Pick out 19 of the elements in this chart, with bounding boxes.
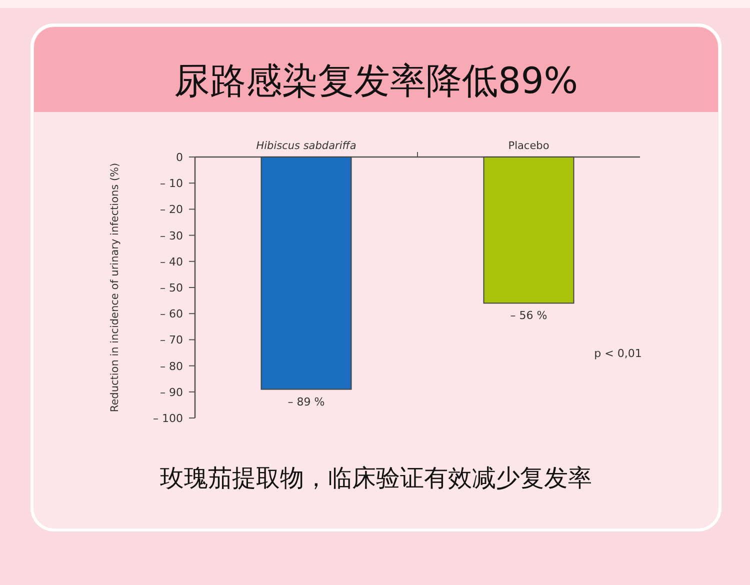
text: 玫瑰茄提取物，临床验证有效减少复发率 <box>160 464 592 492</box>
annotation: p < 0,01 <box>594 347 642 360</box>
data-label: – 56 % <box>510 309 548 322</box>
y-axis-title: Reduction in incidence of urinary infections (%) <box>109 162 121 412</box>
y-tick-label: – 60 <box>160 308 183 321</box>
y-tick-label: – 70 <box>160 334 183 347</box>
y-tick-label: – 50 <box>160 282 183 294</box>
x-tick-label: Hibiscus sabdariffa <box>256 140 356 152</box>
y-tick-label: – 30 <box>160 229 183 242</box>
x-tick-label: Placebo <box>508 140 550 152</box>
y-tick-label: – 20 <box>160 203 183 216</box>
data-label: – 89 % <box>288 395 325 408</box>
y-tick-label: – 10 <box>160 177 183 190</box>
chart-title: 尿路感染复发率降低89% <box>174 61 578 102</box>
y-tick-label: – 100 <box>153 412 183 425</box>
y-tick-label: – 90 <box>160 386 183 399</box>
y-tick-label: – 40 <box>160 255 183 268</box>
y-tick-label: – 80 <box>160 360 183 373</box>
y-tick-label: 0 <box>176 151 183 164</box>
